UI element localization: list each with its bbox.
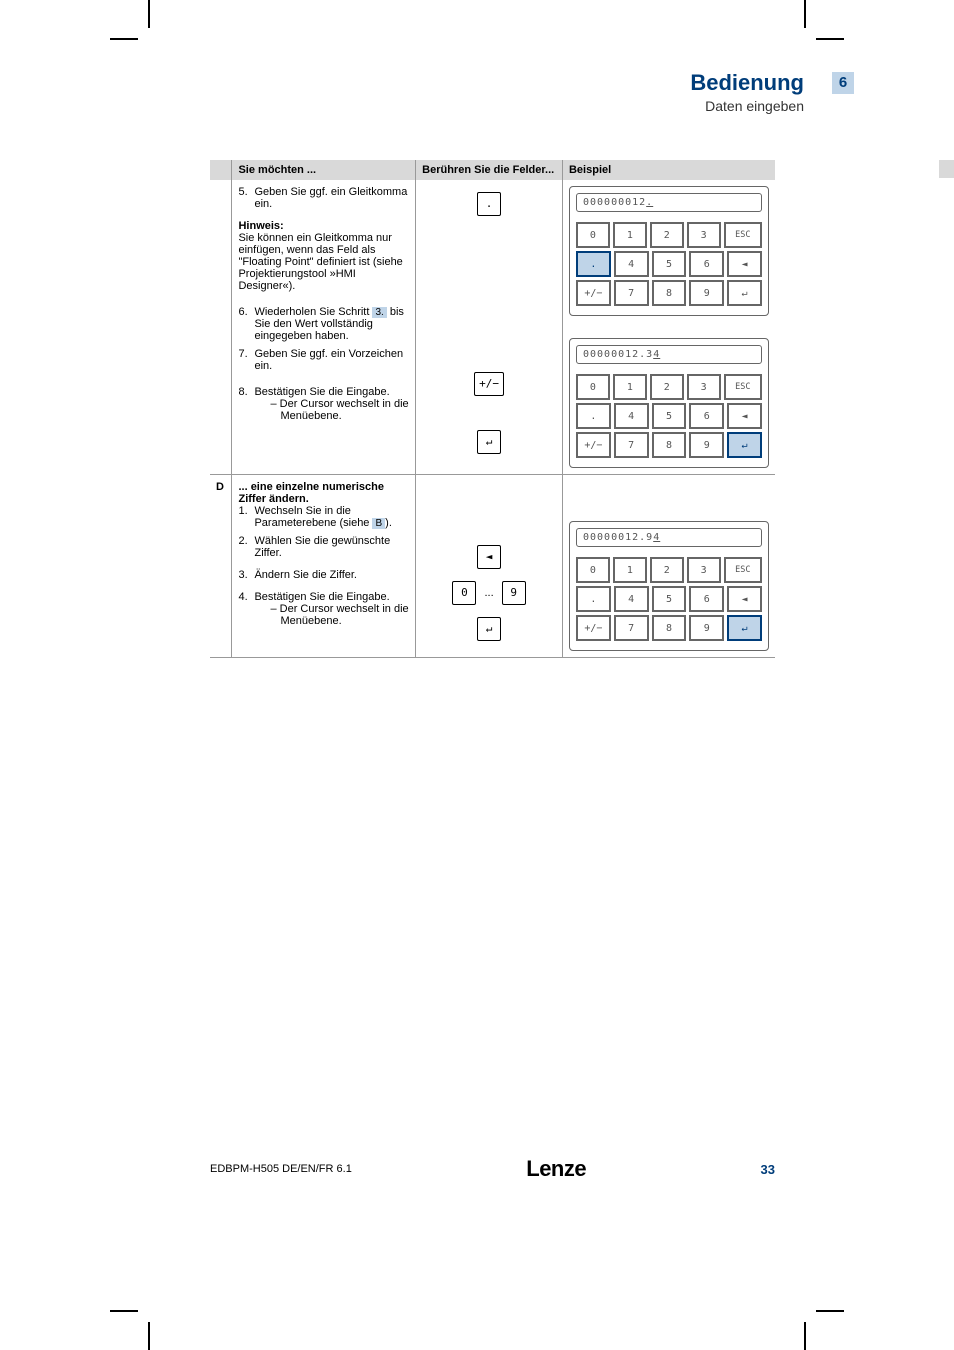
keypad-key[interactable]: 7 (614, 280, 649, 306)
key-nine[interactable]: 9 (502, 581, 526, 605)
keypad-key[interactable]: 3 (687, 557, 721, 583)
keypad-key[interactable]: +/− (576, 280, 611, 306)
key-enter[interactable]: ↵ (477, 430, 501, 454)
keypad-key[interactable]: 1 (613, 374, 647, 400)
key-left[interactable]: ◄ (477, 545, 501, 569)
keypad-key[interactable]: 4 (614, 403, 649, 429)
keypad-key[interactable]: 8 (652, 280, 687, 306)
keypad-key[interactable]: +/− (576, 432, 611, 458)
instruction-table: Sie möchten ... Berühren Sie die Felder.… (210, 160, 775, 658)
keypad-key[interactable]: 4 (614, 251, 649, 277)
keypad-key[interactable]: 6 (689, 403, 724, 429)
keypad-key[interactable]: ESC (724, 222, 762, 248)
keypad-key[interactable]: ↵ (727, 432, 762, 458)
keypad-key[interactable]: ESC (724, 374, 762, 400)
keypad-key[interactable]: ↵ (727, 280, 762, 306)
key-zero[interactable]: 0 (452, 581, 476, 605)
keypad-key[interactable]: . (576, 586, 611, 612)
keypad-key[interactable]: ↵ (727, 615, 762, 641)
footer-doc-id: EDBPM-H505 DE/EN/FR 6.1 (210, 1163, 352, 1175)
keypad-key[interactable]: 8 (652, 432, 687, 458)
th-example: Beispiel (562, 160, 775, 180)
keypad-display: 00000012.34 (576, 345, 762, 364)
row-id-d: D (210, 475, 232, 658)
keypad-key[interactable]: 3 (687, 374, 721, 400)
keypad-display: 000000012. (576, 193, 762, 212)
keypad-key[interactable]: 6 (689, 586, 724, 612)
keypad-key[interactable]: 2 (650, 557, 684, 583)
keypad-display: 00000012.94 (576, 528, 762, 547)
keypad-key[interactable]: 7 (614, 432, 649, 458)
keypad-key[interactable]: 0 (576, 222, 610, 248)
th-blank (210, 160, 232, 180)
chapter-number-box: 6 (832, 72, 854, 94)
keypad: 00000012.34 0123ESC.456◄ +/−789↵ (569, 338, 769, 468)
th-touch: Berühren Sie die Felder... (416, 160, 563, 180)
keypad-key[interactable]: 2 (650, 222, 684, 248)
keypad-key[interactable]: ◄ (727, 403, 762, 429)
key-dot[interactable]: . (477, 192, 501, 216)
footer-logo: Lenze (526, 1156, 586, 1182)
keypad-key[interactable]: 0 (576, 557, 610, 583)
header-title: Bedienung (690, 70, 804, 96)
key-plus-minus[interactable]: +/− (474, 372, 504, 396)
keypad-key[interactable]: 5 (652, 586, 687, 612)
keypad-key[interactable]: 1 (613, 557, 647, 583)
header-subtitle: Daten eingeben (690, 98, 804, 114)
page-header: Bedienung Daten eingeben (690, 70, 804, 114)
keypad-key[interactable]: 8 (652, 615, 687, 641)
keypad-key[interactable]: ◄ (727, 586, 762, 612)
keypad-key[interactable]: 3 (687, 222, 721, 248)
keypad: 000000012. 0123ESC.456◄ +/−789↵ (569, 186, 769, 316)
keypad-key[interactable]: 7 (614, 615, 649, 641)
th-want: Sie möchten ... (232, 160, 416, 180)
keypad-key[interactable]: 9 (689, 432, 724, 458)
keypad-key[interactable]: 0 (576, 374, 610, 400)
keypad-key[interactable]: +/− (576, 615, 611, 641)
footer-page-number: 33 (761, 1162, 775, 1177)
keypad-key[interactable]: 5 (652, 251, 687, 277)
keypad-key[interactable]: . (576, 403, 611, 429)
keypad-key[interactable]: ESC (724, 557, 762, 583)
keypad-key[interactable]: 2 (650, 374, 684, 400)
key-enter[interactable]: ↵ (477, 617, 501, 641)
keypad-key[interactable]: . (576, 251, 611, 277)
keypad-key[interactable]: 9 (689, 280, 724, 306)
keypad-key[interactable]: 9 (689, 615, 724, 641)
keypad-key[interactable]: 1 (613, 222, 647, 248)
keypad-key[interactable]: 5 (652, 403, 687, 429)
keypad: 00000012.94 0123ESC.456◄ +/−789↵ (569, 521, 769, 651)
keypad-key[interactable]: 6 (689, 251, 724, 277)
keypad-key[interactable]: ◄ (727, 251, 762, 277)
side-tab (939, 160, 954, 178)
keypad-key[interactable]: 4 (614, 586, 649, 612)
page-footer: EDBPM-H505 DE/EN/FR 6.1 Lenze 33 (210, 1156, 775, 1182)
